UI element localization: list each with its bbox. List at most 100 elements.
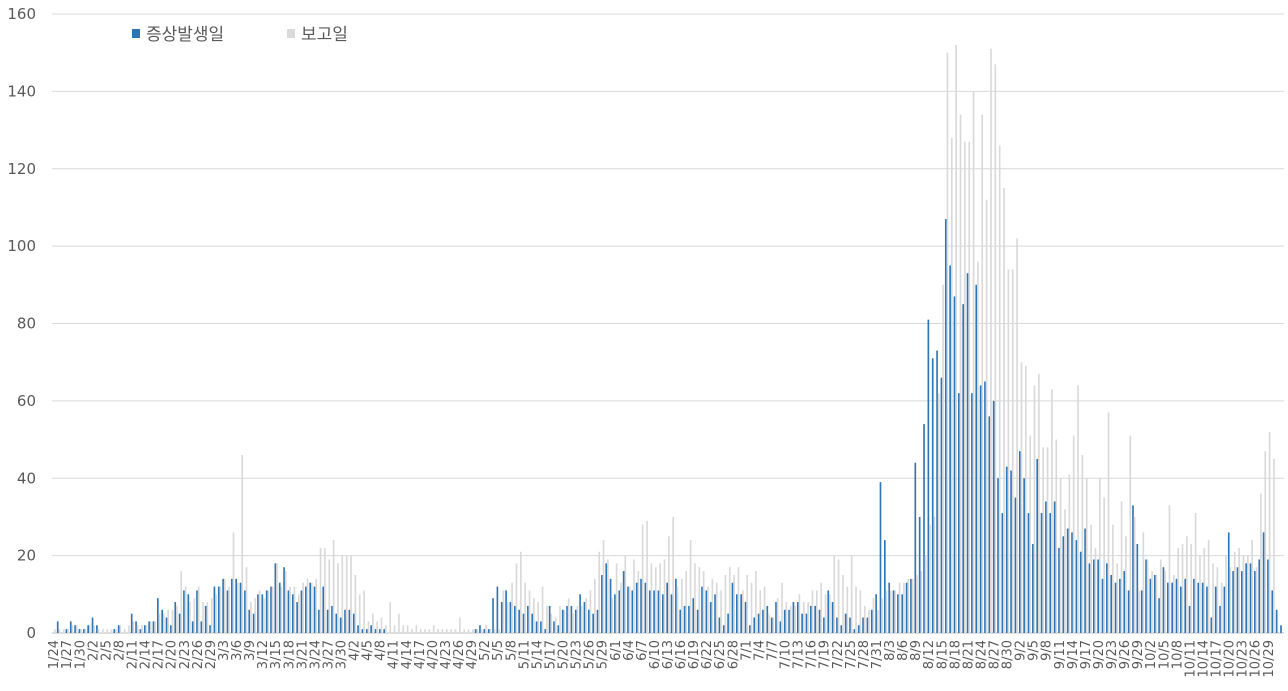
bar-report-date: [550, 613, 553, 633]
bar-report-date: [541, 586, 544, 633]
bar-symptom-onset: [496, 586, 499, 633]
bar-report-date: [920, 571, 923, 633]
bar-report-date: [990, 48, 992, 633]
bar-symptom-onset: [1149, 578, 1152, 633]
bar-report-date: [1177, 547, 1179, 633]
bar-symptom-onset: [1254, 571, 1256, 633]
bar-report-date: [119, 625, 122, 633]
bar-report-date: [393, 625, 396, 633]
x-tick-label: 2/2: [86, 640, 101, 661]
bar-symptom-onset: [170, 625, 172, 633]
bar-report-date: [328, 559, 331, 633]
bar-report-date: [267, 590, 270, 633]
bar-report-date: [1194, 513, 1197, 633]
bar-report-date: [97, 629, 100, 633]
bar-report-date: [1268, 431, 1271, 633]
bar-symptom-onset: [309, 582, 312, 633]
x-tick-label: 4/17: [413, 640, 428, 669]
bar-report-date: [315, 578, 318, 633]
bar-report-date: [332, 540, 335, 633]
bar-report-date: [537, 602, 540, 633]
x-tick-label: 7/4: [752, 640, 767, 661]
bar-report-date: [715, 582, 718, 633]
bar-report-date: [398, 613, 400, 633]
bar-report-date: [955, 44, 957, 633]
bar-report-date: [424, 629, 426, 633]
bar-report-date: [271, 586, 274, 633]
bar-symptom-onset: [570, 605, 573, 633]
bar-report-date: [1220, 582, 1223, 633]
x-tick-label: 6/1: [609, 640, 624, 661]
bar-report-date: [459, 617, 461, 633]
x-tick-label: 4/8: [374, 640, 389, 661]
bar-report-date: [929, 524, 931, 633]
x-tick-label: 6/10: [648, 640, 663, 669]
bar-symptom-onset: [74, 625, 76, 633]
bar-symptom-onset: [183, 590, 185, 633]
bar-report-date: [1125, 536, 1127, 633]
bar-symptom-onset: [618, 590, 621, 633]
x-tick-label: 7/25: [844, 640, 859, 669]
bar-report-date: [1059, 478, 1062, 633]
bar-report-date: [829, 594, 831, 633]
legend-swatch-symptom-onset: [132, 29, 140, 38]
bar-report-date: [215, 594, 217, 633]
bar-report-date: [141, 625, 143, 633]
x-tick-label: 1/30: [73, 640, 88, 669]
bar-report-date: [345, 555, 348, 634]
bar-symptom-onset: [1071, 532, 1073, 633]
bar-symptom-onset: [1045, 501, 1047, 633]
bar-symptom-onset: [870, 609, 873, 633]
x-tick-label: 5/29: [596, 640, 611, 669]
bar-symptom-onset: [770, 617, 773, 633]
x-tick-label: 6/7: [635, 640, 650, 661]
bar-report-date: [946, 52, 949, 633]
bar-symptom-onset: [884, 540, 886, 633]
bar-symptom-onset: [875, 594, 877, 633]
bar-report-date: [1003, 188, 1005, 633]
bar-report-date: [611, 598, 614, 633]
bar-symptom-onset: [592, 613, 594, 633]
bar-symptom-onset: [631, 590, 634, 633]
bar-report-date: [289, 586, 291, 633]
bar-report-date: [615, 563, 618, 633]
x-tick-label: 6/25: [713, 640, 728, 669]
x-tick-label: 7/7: [765, 640, 780, 661]
bar-report-date: [977, 261, 979, 633]
bar-symptom-onset: [339, 617, 342, 633]
bar-symptom-onset: [361, 629, 364, 633]
bar-report-date: [341, 555, 344, 634]
x-tick-label: 7/22: [831, 640, 846, 669]
x-tick-label: 2/23: [178, 640, 193, 669]
bar-report-date: [476, 629, 479, 633]
bar-report-date: [972, 91, 975, 634]
x-tick-label: 2/20: [165, 640, 180, 669]
bar-report-date: [633, 559, 635, 633]
bar-symptom-onset: [958, 393, 960, 633]
bar-symptom-onset: [557, 625, 560, 633]
bar-symptom-onset: [483, 629, 486, 633]
bar-symptom-onset: [574, 609, 577, 633]
bar-symptom-onset: [553, 621, 555, 633]
x-tick-label: 10/17: [1210, 640, 1225, 677]
bar-report-date: [250, 602, 252, 633]
bar-report-date: [824, 594, 827, 633]
bar-report-date: [1186, 536, 1188, 633]
bar-symptom-onset: [1092, 559, 1095, 633]
bar-symptom-onset: [257, 594, 259, 633]
bar-report-date: [994, 64, 997, 634]
bar-symptom-onset: [143, 625, 146, 633]
x-tick-label: 6/13: [661, 640, 676, 669]
bar-report-date: [624, 555, 627, 634]
x-tick-label: 5/11: [517, 640, 532, 669]
bar-symptom-onset: [857, 625, 860, 633]
bar-report-date: [759, 590, 762, 633]
bar-report-date: [1251, 540, 1253, 633]
bar-report-date: [968, 141, 971, 634]
x-tick-label: 10/8: [1170, 640, 1185, 669]
bar-symptom-onset: [666, 582, 668, 633]
bar-report-date: [223, 578, 226, 633]
legend-label-symptom-onset: 증상발생일: [146, 25, 224, 45]
bar-symptom-onset: [705, 590, 708, 633]
x-tick-label: 3/3: [217, 640, 232, 661]
